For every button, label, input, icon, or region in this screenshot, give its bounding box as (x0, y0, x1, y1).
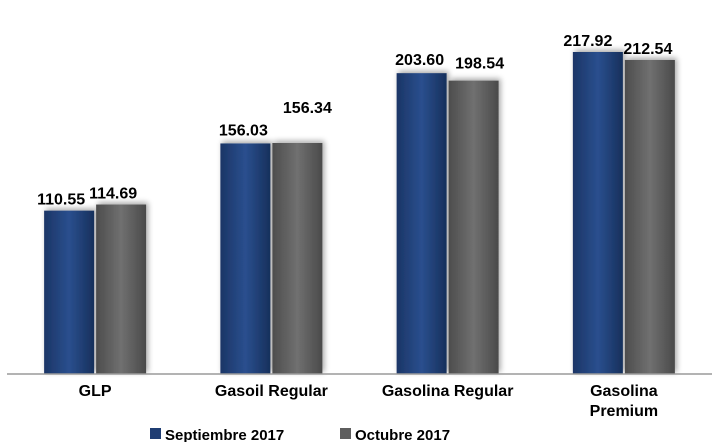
bar-septiembre-3 (572, 52, 623, 374)
legend-swatch-0 (150, 428, 161, 439)
data-labels: 110.55 114.69 156.03 156.34 203.60 198.54 217.… (37, 33, 672, 209)
bar-septiembre-2 (396, 73, 447, 374)
bar-octubre-0 (96, 204, 147, 374)
bar-octubre-3 (624, 59, 675, 374)
data-label-0-2: 203.60 (395, 52, 444, 69)
data-label-0-1: 156.03 (219, 122, 268, 139)
category-label-3-line0: Gasolina (590, 383, 658, 400)
category-label-1: Gasoil Regular (215, 383, 328, 400)
category-label-0: GLP (79, 383, 112, 400)
data-label-1-1: 156.34 (283, 100, 332, 117)
bar-octubre-1 (272, 142, 323, 374)
category-label-2: Gasolina Regular (382, 383, 514, 400)
data-label-1-2: 198.54 (455, 56, 504, 73)
bars (44, 52, 675, 374)
data-label-0-0: 110.55 (37, 192, 85, 209)
bar-octubre-2 (448, 80, 499, 374)
legend-swatch-1 (340, 428, 351, 439)
bar-septiembre-1 (220, 143, 271, 374)
legend-label-1: Octubre 2017 (355, 427, 450, 442)
data-label-1-3: 212.54 (623, 41, 672, 58)
category-label-3-line1: Premium (590, 403, 658, 420)
data-label-1-0: 114.69 (89, 186, 137, 203)
data-label-0-3: 217.92 (563, 33, 612, 50)
category-labels: GLP Gasoil Regular Gasolina Regular Gasolin… (79, 383, 658, 420)
bar-septiembre-0 (44, 210, 95, 374)
legend: Septiembre 2017 Octubre 2017 (150, 427, 450, 442)
legend-label-0: Septiembre 2017 (165, 427, 284, 442)
